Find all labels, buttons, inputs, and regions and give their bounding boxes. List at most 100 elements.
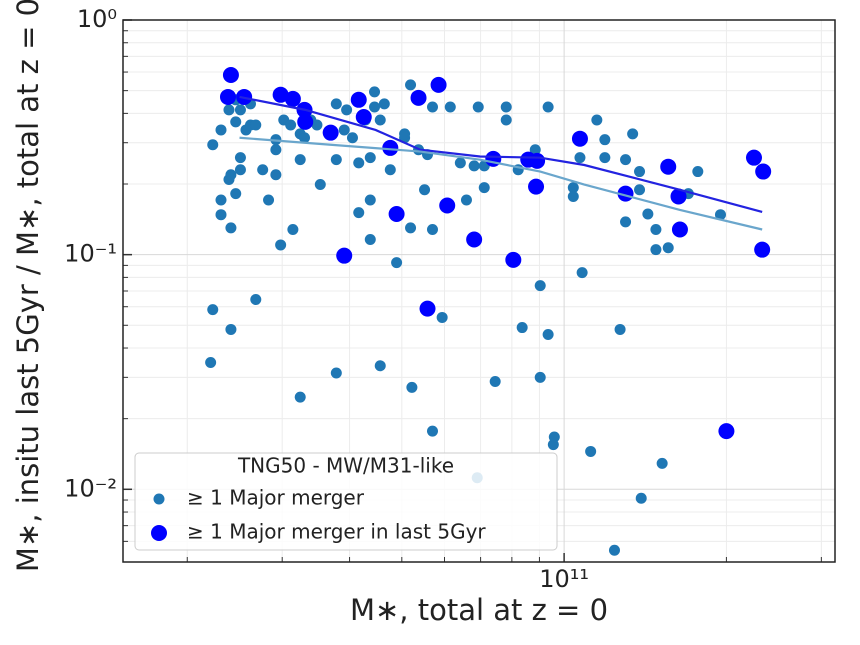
point: [599, 134, 611, 146]
x-tick-label: 10¹¹: [539, 565, 589, 593]
point: [391, 257, 403, 269]
point: [322, 124, 339, 141]
point: [548, 431, 560, 443]
point: [369, 101, 381, 113]
point: [591, 114, 603, 126]
point: [350, 91, 367, 108]
point: [341, 104, 353, 116]
trend-line: [239, 136, 763, 231]
point: [692, 166, 704, 178]
point: [542, 328, 554, 340]
point: [635, 492, 647, 504]
point: [489, 376, 501, 388]
point: [571, 130, 588, 147]
point: [426, 425, 438, 437]
point: [207, 304, 219, 316]
point: [745, 149, 762, 166]
point: [374, 114, 386, 126]
point: [662, 242, 674, 254]
point: [297, 113, 314, 130]
point: [444, 101, 456, 113]
point: [222, 66, 239, 83]
point: [472, 101, 484, 113]
y-axis-label: M∗, insitu last 5Gyr / M∗, total at z = …: [11, 0, 45, 572]
point: [419, 300, 436, 317]
point: [270, 144, 282, 156]
point: [478, 182, 490, 194]
plot-area: [205, 66, 772, 556]
legend-title: TNG50 - MW/M31-like: [237, 454, 454, 478]
point: [336, 247, 353, 264]
point: [576, 267, 588, 279]
point: [399, 128, 411, 140]
point: [454, 157, 466, 169]
point: [234, 152, 246, 164]
point: [287, 223, 299, 235]
point: [215, 124, 227, 136]
point: [285, 119, 297, 131]
plot-frame: [122, 19, 836, 563]
point: [528, 178, 545, 195]
point: [225, 222, 237, 234]
point: [660, 158, 677, 175]
point: [670, 188, 687, 205]
point: [468, 160, 480, 172]
point: [284, 90, 301, 107]
point: [627, 128, 639, 140]
point: [250, 119, 262, 131]
point: [353, 157, 365, 169]
point: [534, 371, 546, 383]
y-tick-label: 10⁻¹: [64, 240, 117, 268]
point: [364, 152, 376, 164]
point: [436, 311, 448, 323]
point: [656, 457, 668, 469]
point: [230, 188, 242, 200]
point: [294, 154, 306, 166]
point: [223, 104, 235, 116]
point: [714, 209, 726, 221]
point: [419, 184, 431, 196]
point: [599, 152, 611, 164]
point: [207, 139, 219, 151]
point: [439, 197, 456, 214]
point: [406, 381, 418, 393]
point: [272, 86, 289, 103]
point: [215, 209, 227, 221]
point: [330, 154, 342, 166]
point: [671, 221, 688, 238]
point: [225, 323, 237, 335]
y-tick-label: 10⁻²: [64, 474, 117, 502]
point: [388, 206, 405, 223]
point: [755, 163, 772, 180]
point: [405, 222, 417, 234]
legend-marker: [153, 493, 165, 505]
point: [542, 101, 554, 113]
point: [257, 164, 269, 176]
point: [634, 184, 646, 196]
legend-marker: [151, 525, 167, 541]
point: [311, 119, 323, 131]
point: [225, 169, 237, 181]
point: [330, 367, 342, 379]
point: [405, 79, 417, 91]
point: [219, 88, 236, 105]
point: [374, 360, 386, 372]
point: [529, 144, 541, 156]
point: [364, 234, 376, 246]
legend-label: ≥ 1 Major merger in last 5Gyr: [187, 520, 486, 544]
point: [353, 207, 365, 219]
point: [516, 322, 528, 334]
point: [355, 109, 372, 126]
point: [620, 216, 632, 228]
point: [263, 194, 275, 206]
point: [338, 124, 350, 136]
point: [369, 86, 381, 98]
point: [567, 182, 579, 194]
point: [430, 76, 447, 93]
point: [534, 280, 546, 292]
point: [529, 152, 546, 169]
point: [567, 190, 579, 202]
point: [466, 231, 483, 248]
point: [500, 114, 512, 126]
